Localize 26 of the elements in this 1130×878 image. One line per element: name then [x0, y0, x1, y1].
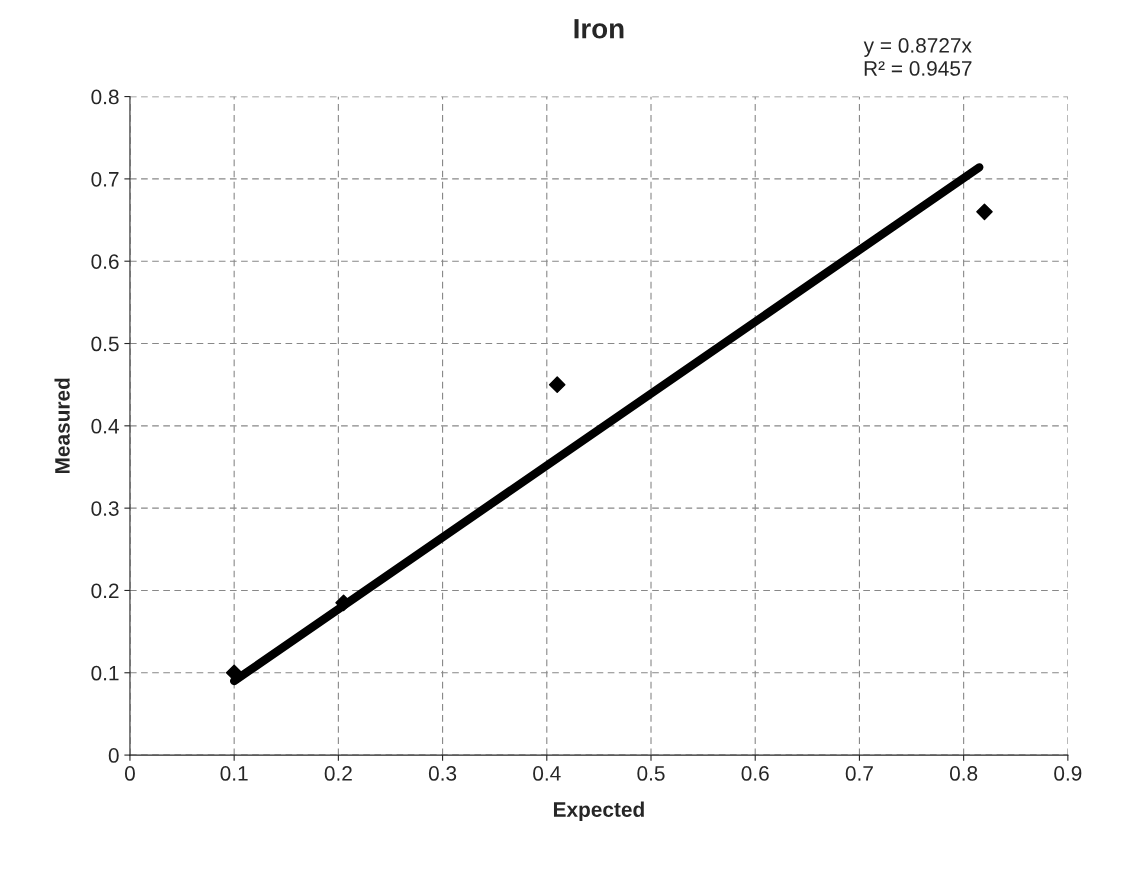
x-tick-label: 0.8: [949, 766, 978, 781]
x-tick-label: 0.1: [220, 766, 248, 781]
x-tick-label: 0.7: [845, 766, 873, 781]
y-tick-label: 0: [108, 748, 119, 763]
y-tick-label: 0.4: [91, 418, 119, 434]
x-tick-label: 0.5: [637, 766, 665, 781]
x-tick-label: 0.3: [428, 766, 457, 781]
y-tick-label: 0.7: [91, 171, 119, 187]
x-tick-label: 0: [124, 766, 135, 781]
y-tick-label: 0.1: [91, 665, 119, 681]
y-tick-label: 0.2: [91, 583, 119, 599]
text: R² = 0.9457: [864, 61, 972, 76]
y-axis-title: Measured: [54, 378, 70, 474]
x-tick-label: 0.6: [741, 766, 769, 781]
x-tick-label: 0.4: [533, 766, 561, 781]
chart-title: Iron: [574, 19, 624, 39]
y-tick-label: 0.6: [91, 254, 119, 269]
text: y = 0.8727x: [863, 38, 972, 57]
point: [548, 376, 566, 393]
y-tick-label: 0.8: [91, 89, 119, 105]
x-axis-title: Expected: [553, 801, 644, 821]
y-tick-label: 0.5: [91, 336, 119, 352]
x-tick-label: 0.2: [324, 766, 352, 781]
y-tick-label: 0.3: [91, 501, 119, 516]
x-tick-label: 0.9: [1054, 766, 1082, 781]
point: [976, 203, 993, 221]
